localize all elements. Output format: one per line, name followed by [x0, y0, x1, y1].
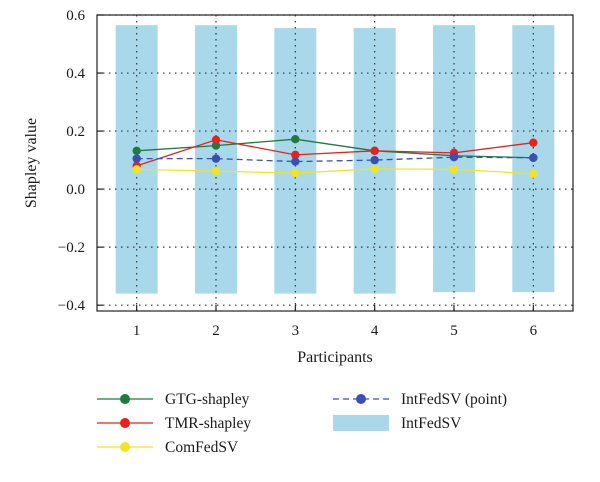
y-tick-label: 0.4	[66, 66, 85, 82]
data-point	[211, 154, 221, 163]
series-line	[136, 138, 534, 159]
legend-label: TMR-shapley	[165, 415, 251, 432]
y-tick-label: 0.0	[66, 182, 85, 198]
x-tick-label: 3	[292, 323, 300, 339]
legend-marker	[120, 394, 130, 404]
legend-marker	[120, 442, 130, 452]
x-tick-label: 6	[530, 323, 538, 339]
x-axis-label: Participants	[297, 349, 373, 366]
y-tick-label: 0.6	[66, 8, 85, 24]
data-point	[211, 166, 221, 176]
legend-marker	[120, 418, 130, 428]
data-point	[291, 168, 300, 178]
tick-layer: 0.6 0.4 0.2 0.0 −0.2 −0.4 1 2 3 4 5 6	[58, 8, 538, 339]
x-tick-label: 1	[133, 323, 141, 339]
data-point	[132, 165, 141, 174]
y-axis-label: Shapley value	[23, 118, 40, 208]
y-tick-label: −0.4	[58, 298, 86, 314]
x-tick-label: 2	[212, 323, 220, 339]
y-tick-label: 0.2	[66, 124, 85, 140]
data-point	[529, 153, 538, 162]
data-point	[370, 164, 379, 174]
interval-layer	[115, 25, 555, 294]
data-point	[370, 146, 379, 156]
data-point	[132, 146, 141, 156]
legend-marker	[356, 394, 366, 404]
legend-label: IntFedSV (point)	[401, 391, 507, 408]
data-point	[529, 169, 538, 178]
legend: GTG-shapley TMR-shapley ComFedSV IntFedSV (…	[97, 391, 507, 456]
data-point	[291, 135, 300, 144]
data-point	[132, 154, 141, 163]
data-point	[529, 138, 538, 147]
series-line	[136, 168, 534, 175]
legend-label: GTG-shapley	[165, 391, 250, 408]
data-point	[449, 165, 459, 174]
data-point	[449, 152, 459, 162]
data-point	[370, 155, 379, 165]
series-line	[136, 156, 534, 163]
y-tick-label: −0.2	[58, 240, 85, 256]
data-point	[211, 135, 221, 144]
legend-label: ComFedSV	[165, 439, 239, 456]
x-tick-label: 5	[450, 323, 458, 339]
plot-frame	[96, 14, 574, 312]
legend-swatch	[333, 415, 389, 431]
series-line	[136, 139, 534, 167]
series-layer	[132, 135, 538, 178]
data-point	[211, 141, 221, 150]
data-point	[291, 150, 300, 160]
x-tick-label: 4	[371, 323, 379, 339]
legend-label: IntFedSV	[401, 415, 462, 432]
data-point	[291, 157, 300, 166]
grid-layer	[97, 14, 573, 311]
